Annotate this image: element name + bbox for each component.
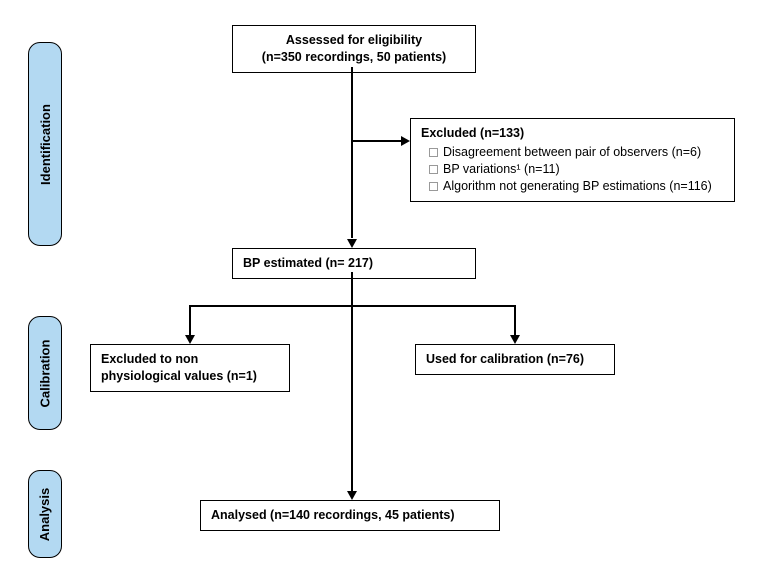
arrow-center-to-analysed (351, 305, 353, 491)
phase-identification-text: Identification (38, 104, 53, 185)
arrow-estimated-down (351, 272, 353, 306)
node-excluded: Excluded (n=133) Disagreement between pa… (410, 118, 735, 202)
phase-analysis: Analysis (28, 470, 62, 558)
node-calibration-used-text: Used for calibration (n=76) (426, 351, 604, 368)
node-excluded-item: Algorithm not generating BP estimations … (429, 178, 724, 195)
node-excluded-item: Disagreement between pair of observers (… (429, 144, 724, 161)
node-excluded-item: BP variations¹ (n=11) (429, 161, 724, 178)
arrow-split-left-down (189, 305, 191, 335)
arrow-center-to-analysed-head (347, 491, 357, 500)
node-estimated: BP estimated (n= 217) (232, 248, 476, 279)
arrow-branch-excluded (352, 140, 401, 142)
node-estimated-text: BP estimated (n= 217) (243, 255, 465, 272)
arrow-split-horizontal (190, 305, 516, 307)
phase-calibration-text: Calibration (38, 339, 53, 407)
node-assessed: Assessed for eligibility (n=350 recordin… (232, 25, 476, 73)
node-excluded-nonphys-l1: Excluded to non (101, 351, 279, 368)
arrow-assessed-to-estimated-head (347, 239, 357, 248)
phase-analysis-text: Analysis (38, 487, 53, 540)
node-analysed: Analysed (n=140 recordings, 45 patients) (200, 500, 500, 531)
node-excluded-nonphys-l2: physiological values (n=1) (101, 368, 279, 385)
node-excluded-title: Excluded (n=133) (421, 125, 724, 142)
phase-calibration: Calibration (28, 316, 62, 430)
arrow-split-left-head (185, 335, 195, 344)
node-excluded-nonphys: Excluded to non physiological values (n=… (90, 344, 290, 392)
node-assessed-title: Assessed for eligibility (243, 32, 465, 49)
node-analysed-text: Analysed (n=140 recordings, 45 patients) (211, 507, 489, 524)
arrow-assessed-to-estimated (351, 67, 353, 238)
node-assessed-subtitle: (n=350 recordings, 50 patients) (243, 49, 465, 66)
node-calibration-used: Used for calibration (n=76) (415, 344, 615, 375)
arrow-split-right-head (510, 335, 520, 344)
arrow-split-right-down (514, 305, 516, 335)
node-excluded-list: Disagreement between pair of observers (… (421, 144, 724, 195)
phase-identification: Identification (28, 42, 62, 246)
arrow-branch-excluded-head (401, 136, 410, 146)
